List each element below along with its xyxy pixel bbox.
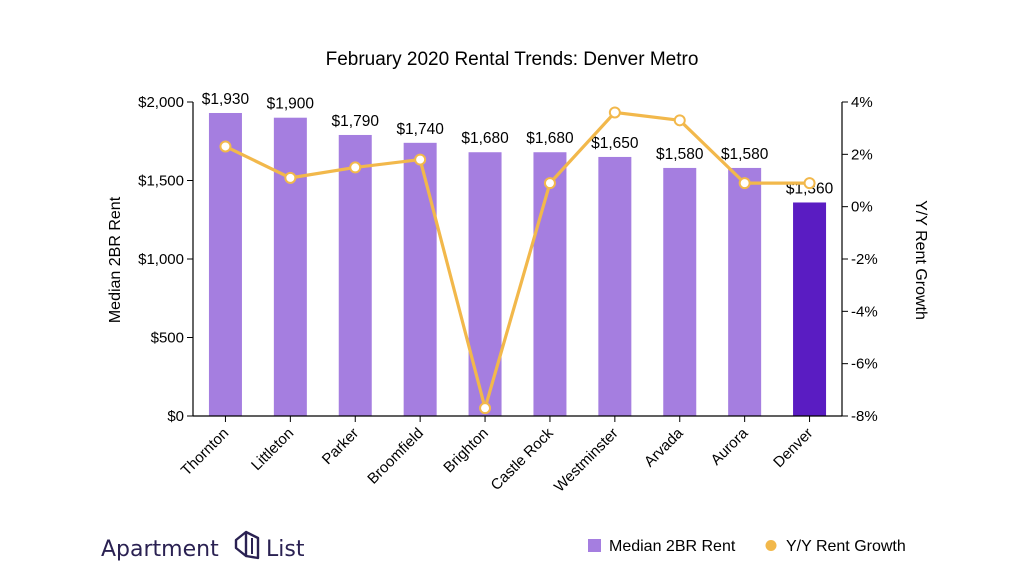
right-tick-label: -6% (851, 356, 878, 373)
bar-data-label: $1,900 (267, 96, 315, 113)
bar-series (208, 112, 827, 417)
bar-denver (793, 202, 827, 416)
right-tick-label: 4% (851, 94, 873, 111)
left-tick-label: $1,000 (138, 251, 184, 268)
chart-title: February 2020 Rental Trends: Denver Metr… (326, 49, 699, 70)
left-y-axis: $0 $500 $1,000 $1,500 $2,000 (138, 94, 194, 425)
right-tick-label: -8% (851, 408, 878, 425)
building-icon (234, 530, 260, 560)
left-tick-label: $2,000 (138, 94, 184, 111)
bar-thornton (208, 112, 242, 417)
right-tick-label: -4% (851, 303, 878, 320)
legend-bar-label: Median 2BR Rent (609, 538, 736, 555)
brand-name-left: Apartment (101, 537, 219, 562)
left-axis-label: Median 2BR Rent (107, 196, 124, 323)
legend-bar-swatch (588, 539, 601, 552)
growth-point (284, 171, 297, 184)
left-tick-label: $500 (151, 330, 184, 347)
growth-line (224, 110, 810, 410)
x-tick-label: Thornton (178, 425, 232, 479)
bar-aurora (728, 167, 762, 416)
bar-westminster (598, 156, 632, 416)
bar-arvada (663, 167, 697, 416)
x-tick-label: Littleton (248, 425, 297, 474)
x-tick-label: Arvada (641, 424, 687, 470)
bar-broomfield (403, 142, 437, 416)
bar-data-label: $1,580 (721, 146, 769, 163)
growth-line-series (219, 106, 816, 415)
x-tick-label: Parker (319, 425, 362, 468)
left-tick-label: $1,500 (138, 173, 184, 190)
legend-line-marker (765, 540, 777, 551)
growth-point (803, 177, 816, 190)
left-tick-label: $0 (167, 408, 184, 425)
growth-point (414, 153, 427, 166)
x-tick-label: Denver (770, 425, 816, 471)
legend: Median 2BR Rent Y/Y Rent Growth (588, 538, 906, 555)
bar-data-label: $1,680 (526, 130, 574, 147)
growth-point (479, 402, 492, 415)
bar-data-label: $1,680 (461, 130, 509, 147)
bar-data-label: $1,740 (396, 121, 444, 138)
growth-point (673, 114, 686, 127)
bar-data-label: $1,580 (656, 146, 704, 163)
legend-line-label: Y/Y Rent Growth (786, 538, 906, 555)
bar-data-labels: $1,930 $1,900 $1,790 $1,740 $1,680 $1,680 $1,6… (202, 91, 834, 197)
apartment-list-logo: Apartment List (101, 530, 305, 562)
right-tick-label: -2% (851, 251, 878, 268)
x-axis: Thornton Littleton Parker Broomfield Brighto… (178, 415, 842, 496)
growth-point (219, 140, 232, 153)
bar-castle-rock (533, 152, 567, 417)
growth-point (608, 106, 621, 119)
bar-data-label: $1,930 (202, 91, 250, 108)
bar-littleton (273, 117, 307, 416)
growth-point (349, 161, 362, 174)
right-tick-label: 0% (851, 199, 873, 216)
brand-name-right: List (266, 537, 305, 562)
growth-point (738, 177, 751, 190)
bar-brighton (468, 152, 502, 417)
right-y-axis: -8% -6% -4% -2% 0% 2% 4% (841, 94, 878, 425)
growth-point (543, 177, 556, 190)
x-tick-label: Brighton (440, 425, 492, 477)
right-axis-label: Y/Y Rent Growth (912, 200, 929, 320)
x-tick-label: Broomfield (364, 425, 427, 488)
x-tick-label: Westminster (551, 425, 622, 496)
x-tick-label: Aurora (708, 424, 752, 468)
bar-data-label: $1,790 (332, 113, 380, 130)
right-tick-label: 2% (851, 146, 873, 163)
bar-data-label: $1,650 (591, 135, 639, 152)
bar-parker (338, 134, 372, 416)
x-tick-label: Castle Rock (488, 424, 558, 494)
